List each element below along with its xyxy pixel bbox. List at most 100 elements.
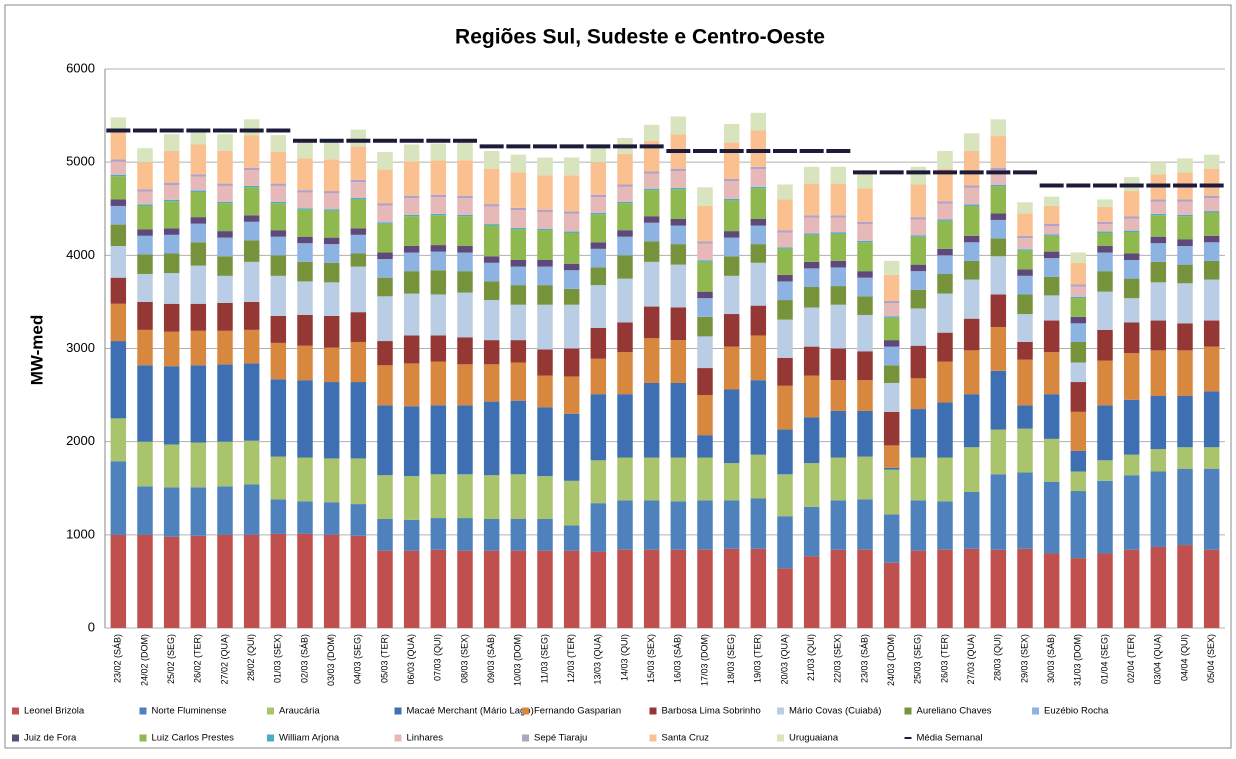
bar-segment bbox=[403, 216, 420, 247]
x-tick-label: 29/03 (SEX) bbox=[1019, 634, 1029, 683]
bar-segment bbox=[350, 266, 367, 313]
bar-segment bbox=[643, 306, 660, 339]
bar-segment bbox=[723, 181, 740, 199]
bar-segment bbox=[803, 556, 820, 628]
bar-segment bbox=[1203, 235, 1220, 243]
bar-segment bbox=[803, 417, 820, 464]
bar-segment bbox=[483, 550, 500, 628]
bar-segment bbox=[937, 255, 953, 274]
bar-segment bbox=[617, 203, 633, 231]
legend-label: Araucária bbox=[279, 706, 320, 717]
bar-segment bbox=[883, 303, 900, 317]
bar-segment bbox=[963, 133, 980, 151]
bar-segment bbox=[750, 454, 767, 499]
legend-swatch bbox=[394, 707, 402, 715]
bar-segment bbox=[537, 228, 553, 231]
bar-segment bbox=[963, 548, 980, 628]
bar-segment bbox=[270, 379, 287, 457]
bar-segment bbox=[857, 410, 873, 457]
bar-segment bbox=[137, 486, 153, 535]
bar-segment bbox=[323, 282, 340, 316]
bar-segment bbox=[377, 550, 393, 628]
bar-segment bbox=[483, 150, 500, 169]
bar-segment bbox=[430, 251, 447, 271]
bar-segment bbox=[1123, 549, 1140, 628]
bar-segment bbox=[1150, 449, 1167, 472]
bar-segment bbox=[803, 346, 820, 376]
bar-segment bbox=[910, 219, 927, 236]
x-tick-label: 26/03 (TER) bbox=[939, 634, 949, 683]
bar-segment bbox=[510, 304, 527, 341]
bar-segment bbox=[323, 209, 340, 211]
bar-segment bbox=[270, 533, 287, 628]
bar-segment bbox=[830, 348, 847, 381]
bar-segment bbox=[403, 363, 420, 407]
bar-segment bbox=[403, 550, 420, 628]
bar-segment bbox=[510, 362, 527, 401]
legend-label: William Arjona bbox=[279, 733, 340, 744]
bar-segment bbox=[563, 213, 580, 232]
bar-segment bbox=[1177, 545, 1193, 628]
bar-segment bbox=[963, 318, 980, 351]
bar-segment bbox=[1017, 202, 1033, 214]
bar-segment bbox=[403, 144, 420, 162]
bar-segment bbox=[990, 119, 1007, 137]
y-tick-label: 6000 bbox=[66, 60, 95, 75]
bar-segment bbox=[323, 159, 340, 192]
bar-segment bbox=[217, 150, 233, 184]
bar-segment bbox=[1203, 198, 1220, 212]
bar-segment bbox=[563, 550, 580, 628]
bar-segment bbox=[750, 305, 767, 336]
bar-segment bbox=[937, 361, 953, 403]
bar-segment bbox=[910, 409, 927, 458]
bar-segment bbox=[483, 262, 500, 282]
bar-segment bbox=[1043, 234, 1060, 236]
chart-title: Regiões Sul, Sudeste e Centro-Oeste bbox=[455, 26, 825, 49]
bar-segment bbox=[1123, 454, 1140, 476]
bar-segment bbox=[1070, 362, 1087, 383]
bar-segment bbox=[163, 234, 180, 254]
x-tick-label: 26/02 (TER) bbox=[193, 634, 203, 683]
bar-segment bbox=[323, 237, 340, 245]
bar-segment bbox=[1177, 246, 1193, 265]
bar-segment bbox=[617, 278, 633, 323]
bar-segment bbox=[217, 302, 233, 331]
bar-segment bbox=[670, 116, 687, 135]
bar-segment bbox=[350, 182, 367, 199]
bar-segment bbox=[670, 382, 687, 458]
bar-segment bbox=[563, 270, 580, 289]
bar-segment bbox=[297, 141, 313, 159]
bar-segment bbox=[457, 160, 473, 196]
bar-segment bbox=[830, 410, 847, 458]
x-tick-label: 21/03 (QUI) bbox=[806, 634, 816, 681]
bar-segment bbox=[830, 267, 847, 287]
bar-segment bbox=[243, 119, 260, 136]
bar-segment bbox=[270, 236, 287, 256]
bar-segment bbox=[990, 167, 1007, 171]
legend-swatch bbox=[267, 734, 274, 742]
bar-segment bbox=[510, 229, 527, 260]
bar-segment bbox=[1017, 359, 1033, 406]
legend-swatch bbox=[777, 734, 784, 742]
bar-segment bbox=[297, 281, 313, 315]
bar-segment bbox=[990, 238, 1007, 257]
bar-segment bbox=[1097, 231, 1113, 233]
bar-segment bbox=[163, 150, 180, 183]
x-tick-label: 09/03 (SÁB) bbox=[486, 634, 496, 683]
x-tick-label: 27/02 (QUA) bbox=[219, 634, 229, 685]
x-tick-label: 11/03 (SEG) bbox=[539, 634, 549, 683]
bar-segment bbox=[1123, 475, 1140, 550]
x-tick-label: 30/03 (SÁB) bbox=[1046, 634, 1056, 683]
bar-segment bbox=[1097, 405, 1113, 461]
bar-segment bbox=[750, 218, 767, 226]
bar-segment bbox=[1070, 316, 1087, 324]
bar-segment bbox=[403, 246, 420, 253]
bar-segment bbox=[937, 168, 953, 202]
bar-segment bbox=[963, 150, 980, 186]
bar-segment bbox=[1123, 259, 1140, 279]
legend-swatch bbox=[267, 707, 274, 715]
bar-segment bbox=[110, 418, 127, 462]
bar-segment bbox=[910, 236, 927, 265]
bar-segment bbox=[1123, 218, 1140, 231]
bar-segment bbox=[777, 357, 793, 386]
